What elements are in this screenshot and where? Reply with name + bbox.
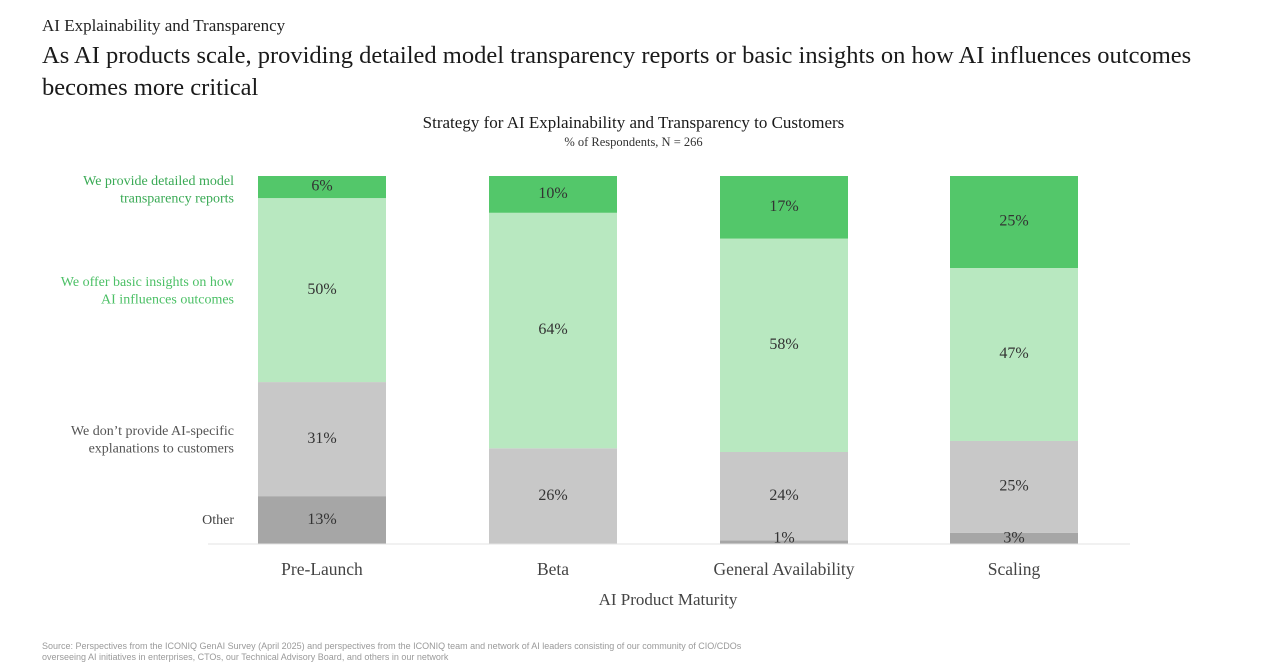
bar-segment-0-3: [258, 176, 386, 199]
bar-segment-1-3: [489, 176, 617, 213]
bar-segment-2-3: [720, 176, 848, 239]
page-headline: As AI products scale, providing detailed…: [42, 42, 1192, 101]
bar-segment-0-0: [258, 496, 386, 544]
data-label-3-0: 3%: [1003, 530, 1024, 547]
bar-segment-0-2: [258, 198, 386, 383]
data-label-0-0: 13%: [307, 511, 336, 528]
x-tick-label-2: General Availability: [713, 559, 854, 579]
legend-label-3-1: transparency reports: [120, 192, 234, 207]
x-tick-label-3: Scaling: [988, 559, 1041, 579]
x-tick-label-1: Beta: [537, 559, 569, 579]
data-label-3-2: 47%: [999, 345, 1028, 362]
source-footnote: Source: Perspectives from the ICONIQ Gen…: [42, 641, 742, 662]
bar-segment-1-1: [489, 448, 617, 544]
bar-segment-3-0: [950, 532, 1078, 544]
legend-label-1-0: We don’t provide AI-specific: [71, 424, 234, 439]
bar-segment-3-3: [950, 176, 1078, 268]
bar-segment-3-2: [950, 268, 1078, 441]
legend-label-3-0: We provide detailed model: [83, 174, 234, 189]
legend-label-2-1: AI influences outcomes: [101, 293, 234, 308]
data-label-2-1: 24%: [769, 487, 798, 504]
data-label-3-3: 25%: [999, 213, 1028, 230]
legend-label-2-0: We offer basic insights on how: [61, 275, 235, 290]
bar-segment-2-2: [720, 238, 848, 452]
data-label-1-2: 64%: [538, 321, 567, 338]
bar-segment-1-2: [489, 212, 617, 449]
legend-label-0-0: Other: [202, 513, 234, 528]
data-label-3-1: 25%: [999, 478, 1028, 495]
page-kicker: AI Explainability and Transparency: [42, 16, 286, 35]
bar-segment-3-1: [950, 440, 1078, 533]
data-label-1-1: 26%: [538, 487, 567, 504]
data-label-1-3: 10%: [538, 185, 567, 202]
chart-title: Strategy for AI Explainability and Trans…: [422, 113, 845, 132]
bar-segment-2-1: [720, 452, 848, 541]
chart-subtitle: % of Respondents, N = 266: [564, 135, 703, 149]
legend-label-1-1: explanations to customers: [89, 442, 234, 457]
x-axis-title: AI Product Maturity: [599, 590, 738, 609]
bar-segment-0-1: [258, 382, 386, 497]
data-label-2-0: 1%: [773, 530, 794, 547]
data-label-0-1: 31%: [307, 430, 336, 447]
bar-segment-2-0: [720, 540, 848, 544]
x-tick-label-0: Pre-Launch: [281, 559, 363, 579]
data-label-2-2: 58%: [769, 336, 798, 353]
data-label-2-3: 17%: [769, 198, 798, 215]
data-label-0-2: 50%: [307, 281, 336, 298]
data-label-0-3: 6%: [311, 178, 332, 195]
